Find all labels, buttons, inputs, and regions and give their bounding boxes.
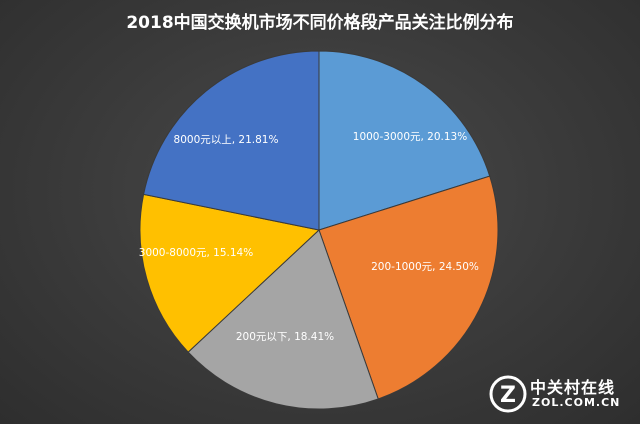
pie-slice-2 — [318, 175, 499, 400]
watermark: Z 中关村在线 ZOL.COM.CN — [488, 372, 628, 416]
pie-data-label-3: 200元以下, 18.41% — [236, 331, 334, 343]
watermark-brand-cn: 中关村在线 — [530, 378, 616, 397]
pie-data-label-4: 3000-8000元, 15.14% — [139, 247, 253, 259]
watermark-brand-en: ZOL.COM.CN — [532, 396, 621, 409]
pie-data-labels: 1000-3000元, 20.13% 200-1000元, 24.50% 200元以… — [139, 131, 479, 343]
pie-slice-3 — [187, 229, 379, 410]
pie-slice-5 — [142, 50, 320, 231]
pie-data-label-2: 200-1000元, 24.50% — [371, 261, 479, 273]
chart-title: 2018中国交换机市场不同价格段产品关注比例分布 — [126, 13, 514, 33]
pie-data-label-1: 1000-3000元, 20.13% — [353, 131, 467, 143]
zol-logo-icon: Z — [489, 375, 527, 413]
svg-text:Z: Z — [500, 383, 516, 408]
pie-slice-4 — [139, 193, 321, 353]
pie-data-label-5: 8000元以上, 21.81% — [174, 134, 279, 146]
pie-slices — [139, 50, 499, 410]
pie-slice-1 — [318, 50, 491, 231]
